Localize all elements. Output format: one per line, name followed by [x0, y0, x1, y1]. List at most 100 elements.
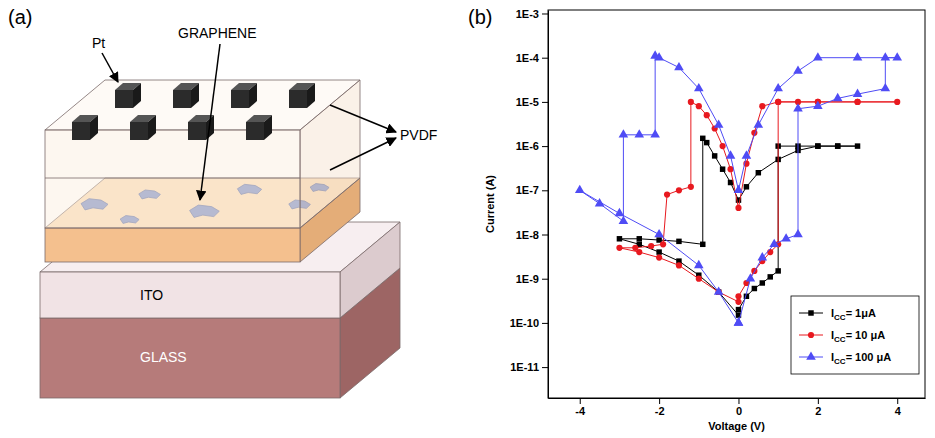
- data-point: [813, 52, 823, 60]
- x-tick: 4: [895, 398, 902, 417]
- data-point: [720, 143, 726, 149]
- data-point: [700, 242, 705, 247]
- data-point: [654, 229, 664, 237]
- data-point: [767, 274, 772, 279]
- series-line: [619, 138, 857, 315]
- data-point: [617, 236, 622, 241]
- data-point: [735, 205, 741, 211]
- pvdf-upper-box-side: [300, 80, 360, 228]
- data-point: [575, 185, 585, 193]
- chart: -4-20241E-111E-101E-91E-81E-71E-61E-51E-…: [484, 8, 926, 432]
- data-point: [793, 65, 803, 73]
- ito-layer-side: [340, 222, 400, 318]
- y-tick-mark: [542, 102, 548, 103]
- data-point: [767, 249, 773, 255]
- device-diagram: Pt GRAPHENE PVDF ITO GLASS: [40, 25, 437, 398]
- pt-electrode: [231, 83, 257, 108]
- pt-electrode: [173, 83, 199, 108]
- x-axis: -4-2024: [549, 398, 926, 417]
- x-tick-label: 2: [815, 405, 821, 417]
- data-point: [756, 170, 761, 175]
- data-point: [854, 99, 860, 105]
- data-point: [650, 50, 660, 58]
- data-point: [595, 198, 605, 206]
- pt-side: [133, 83, 141, 108]
- data-point: [815, 143, 820, 148]
- y-tick: 1E-4: [516, 52, 548, 64]
- data-point: [881, 52, 891, 60]
- data-point: [892, 52, 902, 60]
- pt-electrode: [130, 115, 156, 140]
- y-tick: 1E-8: [516, 229, 548, 241]
- pt-electrode: [289, 83, 315, 108]
- data-point: [734, 317, 744, 325]
- data-point: [775, 99, 781, 105]
- plot-data: [575, 50, 902, 325]
- x-tick-mark: [897, 398, 898, 404]
- pt-side: [249, 83, 257, 108]
- diagram-label: GRAPHENE: [178, 25, 257, 41]
- data-point: [853, 52, 863, 60]
- data-point: [634, 129, 644, 137]
- x-tick-mark: [818, 398, 819, 404]
- data-point: [735, 299, 741, 305]
- x-tick: 2: [815, 398, 821, 417]
- pt-electrode: [246, 115, 272, 140]
- data-point: [746, 273, 756, 281]
- data-point: [781, 233, 791, 241]
- pt-front: [246, 122, 264, 140]
- y-tick-mark: [542, 323, 548, 324]
- y-tick-mark: [542, 146, 548, 147]
- legend-label: ICC= 100 μA: [831, 351, 891, 366]
- series-line: [580, 56, 897, 323]
- pt-front: [231, 90, 249, 108]
- y-tick: 1E-6: [516, 140, 548, 152]
- data-point: [650, 129, 660, 137]
- pt-front: [130, 122, 148, 140]
- diagram-label: PVDF: [400, 127, 437, 143]
- legend-box: [791, 296, 919, 374]
- data-point: [616, 245, 622, 251]
- pt-side: [264, 115, 272, 140]
- pt-front: [72, 122, 90, 140]
- diagram-label: ITO: [140, 287, 163, 303]
- x-tick-label: 0: [736, 405, 742, 417]
- pvdf-upper-box: [45, 80, 360, 228]
- x-tick: 0: [736, 398, 742, 417]
- y-tick-label: 1E-6: [516, 140, 539, 152]
- pt-front: [173, 90, 191, 108]
- panel-label: (b): [468, 6, 492, 28]
- y-tick-mark: [542, 58, 548, 59]
- panel-label: (a): [8, 6, 32, 28]
- x-tick: -2: [655, 398, 665, 417]
- data-point: [773, 83, 783, 91]
- x-tick-label: 4: [895, 405, 902, 417]
- figure: PtGRAPHENEPVDFITOGLASS(a)(b)-4-20241E-11…: [0, 0, 935, 438]
- y-tick-label: 1E-11: [510, 361, 539, 373]
- pt-side: [90, 115, 98, 140]
- y-tick-label: 1E-5: [516, 96, 539, 108]
- y-tick-label: 1E-4: [516, 52, 540, 64]
- pt-electrode: [115, 83, 141, 108]
- y-tick-mark: [542, 235, 548, 236]
- legend-label: ICC= 10 μA: [831, 329, 885, 344]
- pointer-arrow: [330, 105, 396, 132]
- ito-layer-front: [40, 272, 340, 318]
- legend-marker: [808, 332, 814, 338]
- data-point: [760, 280, 765, 285]
- y-tick: 1E-3: [516, 8, 548, 20]
- y-tick-label: 1E-7: [516, 184, 539, 196]
- y-axis: 1E-111E-101E-91E-81E-71E-61E-51E-41E-3: [510, 8, 549, 399]
- data-point: [854, 99, 860, 105]
- pt-side: [191, 83, 199, 108]
- y-tick-mark: [542, 279, 548, 280]
- data-point: [696, 276, 702, 282]
- data-point: [688, 184, 694, 190]
- diagram-label: Pt: [92, 35, 105, 51]
- data-point: [619, 129, 629, 137]
- data-point: [648, 243, 654, 249]
- x-axis-line: [549, 398, 926, 399]
- x-tick-mark: [580, 398, 581, 404]
- data-point: [656, 237, 661, 242]
- diagram-label: GLASS: [140, 349, 187, 365]
